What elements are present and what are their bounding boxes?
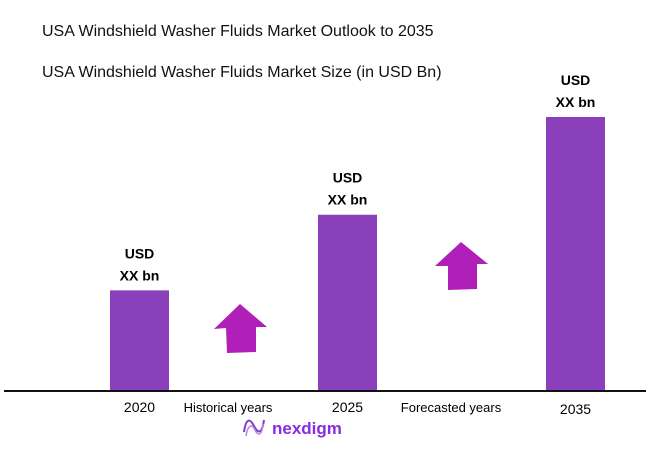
x-tick-label: 2025 xyxy=(332,399,363,415)
data-label-2025: USD xyxy=(333,170,363,186)
bar-2025 xyxy=(318,214,377,390)
data-label-2035: XX bn xyxy=(556,94,596,110)
data-label-2035: USD xyxy=(561,72,591,88)
data-label-2025: XX bn xyxy=(328,192,368,208)
chart-title: USA Windshield Washer Fluids Market Outl… xyxy=(42,23,434,40)
x-tick-label: 2020 xyxy=(124,399,155,415)
bar-2035 xyxy=(546,117,605,390)
data-label-2020: USD xyxy=(125,245,155,261)
bar-2020 xyxy=(110,290,169,390)
chart-subtitle: USA Windshield Washer Fluids Market Size… xyxy=(42,64,442,81)
growth-arrow-forecast-icon xyxy=(435,242,488,290)
logo: nexdigm xyxy=(243,419,342,438)
growth-arrow-historical-icon xyxy=(214,304,267,353)
period-label-forecast: Forecasted years xyxy=(401,400,502,415)
period-label-historical: Historical years xyxy=(184,400,273,415)
x-tick-label: 2035 xyxy=(560,401,591,417)
logo-text: nexdigm xyxy=(272,419,342,438)
data-label-2020: XX bn xyxy=(120,267,160,283)
